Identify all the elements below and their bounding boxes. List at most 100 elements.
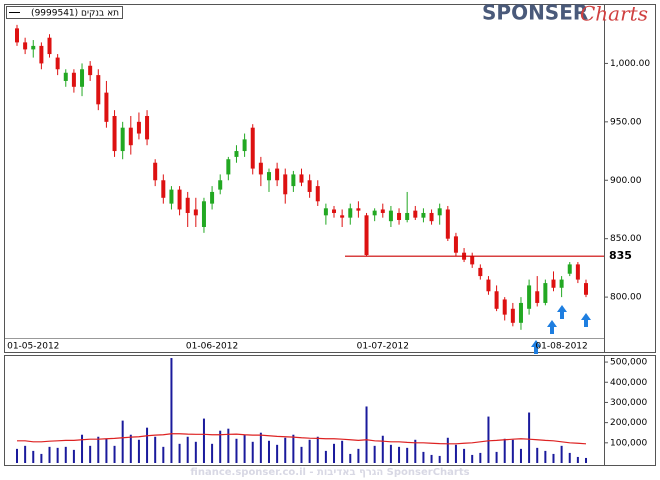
volume-bar	[357, 448, 360, 463]
candle-body	[543, 283, 548, 303]
volume-bar	[398, 446, 401, 463]
candle-body	[39, 45, 44, 64]
volume-tick-label: 400,000	[610, 378, 647, 388]
candle-body	[486, 279, 491, 292]
price-panel	[4, 4, 656, 353]
volume-bar	[178, 443, 181, 463]
volume-bar	[235, 438, 238, 463]
candle-body	[388, 210, 393, 222]
candle-body	[551, 279, 556, 288]
volume-bar	[219, 430, 222, 463]
volume-bar	[365, 406, 368, 463]
candle-body	[242, 139, 247, 152]
volume-bar	[479, 452, 482, 463]
candle-body	[315, 186, 320, 202]
volume-panel	[4, 355, 656, 466]
volume-bar	[373, 445, 376, 463]
volume-bar	[552, 453, 555, 463]
legend-box	[6, 6, 123, 19]
volume-bar	[154, 436, 157, 463]
x-tick-label: 01-08-2012	[535, 342, 587, 352]
candle-body	[494, 291, 499, 309]
volume-bar	[194, 441, 197, 463]
volume-bar	[56, 447, 59, 463]
legend-title: תא בנקים (9999541)	[31, 9, 119, 19]
volume-bar	[16, 448, 18, 463]
volume-bar	[536, 447, 539, 463]
volume-bar	[560, 445, 563, 463]
support-label: 835	[609, 249, 632, 262]
volume-bar	[105, 438, 108, 463]
candle-body	[332, 209, 337, 213]
volume-bar	[576, 456, 579, 463]
candle-body	[364, 215, 369, 256]
arrow	[557, 305, 567, 319]
arrows	[531, 305, 591, 354]
candle-body	[575, 264, 580, 280]
volume-bar	[495, 451, 498, 463]
y-tick-label: 900.00	[610, 176, 642, 186]
candle-body	[185, 197, 190, 213]
candle-body	[193, 209, 198, 216]
candle-body	[413, 210, 418, 218]
candle-body	[161, 180, 166, 198]
x-tick-label: 01-06-2012	[186, 342, 238, 352]
volume-bar	[503, 438, 506, 463]
arrow	[581, 313, 591, 327]
candle-body	[518, 302, 523, 323]
candle-body	[348, 208, 353, 218]
candle-body	[210, 191, 215, 204]
candle-body	[71, 72, 76, 87]
volume-bar	[121, 420, 124, 463]
volume-bar	[292, 434, 295, 463]
candle-body	[291, 174, 296, 187]
candle-body	[356, 208, 361, 211]
volume-bar	[381, 435, 384, 463]
volume-bar	[406, 447, 409, 463]
volume-bar	[446, 437, 449, 463]
candle-body	[421, 212, 426, 218]
candle-body	[15, 28, 19, 43]
candle-body	[478, 267, 483, 277]
volume-bar	[349, 453, 352, 463]
candle-body	[437, 208, 442, 216]
candle-body	[88, 65, 93, 76]
x-tick-label: 01-07-2012	[357, 342, 409, 352]
volume-bar	[267, 440, 270, 463]
volume-bar	[471, 454, 474, 463]
volume-bar	[202, 418, 205, 463]
volume-bar	[422, 451, 425, 463]
candle-body	[445, 209, 450, 239]
candle-body	[177, 189, 182, 210]
volume-bar	[284, 437, 287, 463]
volume-bar	[251, 441, 254, 463]
volume-bar	[162, 446, 165, 463]
candle-body	[234, 151, 239, 157]
logo-brand: SPONSER	[482, 1, 588, 25]
volume-bar	[227, 428, 230, 463]
candle-body	[47, 37, 52, 55]
volume-bar	[487, 416, 490, 463]
candle-body	[323, 208, 328, 216]
candle-body	[299, 174, 304, 183]
candle-body	[527, 285, 532, 309]
volume-bar	[40, 453, 43, 463]
volume-bar	[276, 444, 279, 463]
candle-body	[250, 127, 255, 169]
volume-bar	[89, 445, 92, 463]
volume-bar	[259, 432, 262, 463]
candle-body	[502, 299, 507, 315]
volume-bar	[146, 427, 149, 463]
candle-body	[153, 162, 158, 181]
y-tick-label: 950.00	[610, 117, 642, 127]
candle-body	[470, 256, 475, 265]
candle-body	[397, 212, 402, 220]
candle-body	[567, 264, 572, 274]
candle-body	[405, 212, 410, 220]
volume-bar	[300, 446, 303, 463]
volume-bar	[308, 439, 311, 463]
y-tick-label: 800.00	[610, 293, 642, 303]
volume-tick-label: 300,000	[610, 398, 647, 408]
volume-bar	[341, 440, 344, 463]
